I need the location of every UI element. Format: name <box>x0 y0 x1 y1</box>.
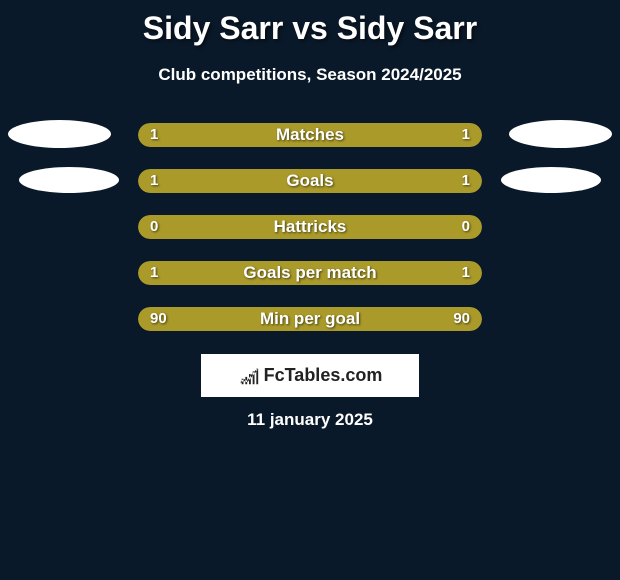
footer-date: 11 january 2025 <box>0 410 620 430</box>
stat-row: 9090Min per goal <box>0 307 620 331</box>
branding-logo: FcTables.com <box>238 365 383 387</box>
stat-label: Goals <box>138 169 482 193</box>
stat-bar: 00Hattricks <box>138 215 482 239</box>
player-marker-right <box>501 167 601 193</box>
stat-row: 00Hattricks <box>0 215 620 239</box>
branding-box: FcTables.com <box>201 354 419 397</box>
comparison-chart: 11Matches 11Goals 00Hattricks 11Goals per m… <box>0 123 620 353</box>
stat-bar: 11Goals per match <box>138 261 482 285</box>
stat-label: Hattricks <box>138 215 482 239</box>
player-marker-left <box>19 167 119 193</box>
stat-row: 11Goals <box>0 169 620 193</box>
branding-text: FcTables.com <box>264 365 383 386</box>
page-subtitle: Club competitions, Season 2024/2025 <box>0 65 620 85</box>
page-title: Sidy Sarr vs Sidy Sarr <box>0 0 620 47</box>
player-marker-right <box>509 120 612 148</box>
stat-bar: 9090Min per goal <box>138 307 482 331</box>
stat-label: Matches <box>138 123 482 147</box>
stat-row: 11Goals per match <box>0 261 620 285</box>
stat-label: Min per goal <box>138 307 482 331</box>
stat-bar: 11Matches <box>138 123 482 147</box>
stat-label: Goals per match <box>138 261 482 285</box>
chart-icon <box>238 365 260 387</box>
stat-row: 11Matches <box>0 123 620 147</box>
stat-bar: 11Goals <box>138 169 482 193</box>
player-marker-left <box>8 120 111 148</box>
